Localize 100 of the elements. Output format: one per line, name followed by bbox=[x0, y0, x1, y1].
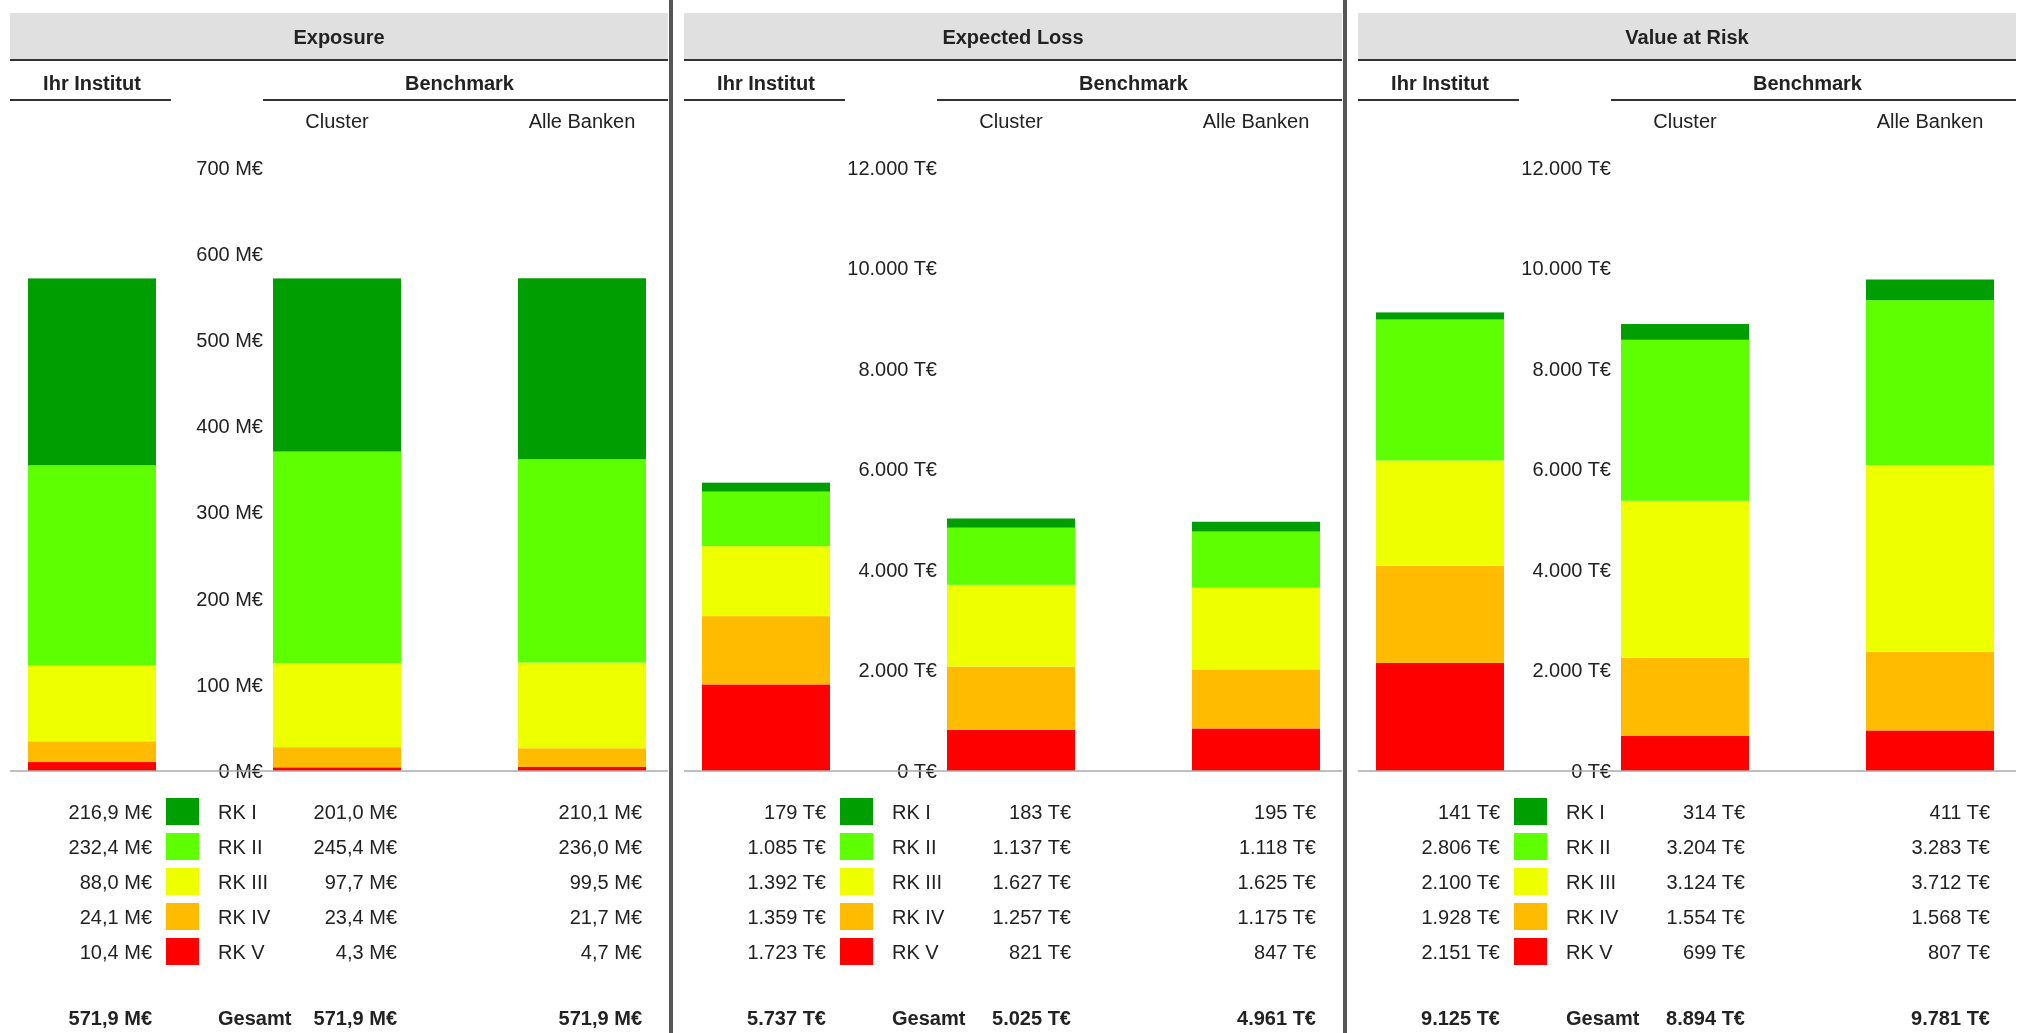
data-label: 807 T€ bbox=[1928, 941, 1990, 963]
bar bbox=[1192, 521, 1320, 532]
legend-label: RK III bbox=[892, 871, 943, 893]
text: Gesamt bbox=[218, 1007, 292, 1029]
legend-label: RK IV bbox=[218, 906, 271, 928]
data-label: 216,9 M€ bbox=[68, 801, 152, 823]
x-tick-label: Cluster bbox=[305, 110, 370, 132]
data-label: 24,1 M€ bbox=[79, 906, 152, 928]
data-label: 4,3 M€ bbox=[335, 941, 397, 963]
bar bbox=[273, 278, 401, 452]
bar bbox=[1621, 324, 1749, 340]
text: Gesamt bbox=[1566, 1007, 1640, 1029]
text: Benchmark bbox=[405, 72, 515, 94]
x-tick-label: Cluster bbox=[979, 110, 1044, 132]
y-tick-label: 700 M€ bbox=[196, 156, 263, 179]
text: 4.961 T€ bbox=[1237, 1007, 1316, 1029]
y-tick-label: 12.000 T€ bbox=[847, 156, 937, 179]
bar bbox=[28, 665, 156, 742]
text: 571,9 M€ bbox=[68, 1007, 152, 1029]
text: 5.737 T€ bbox=[747, 1007, 826, 1029]
legend-label: RK I bbox=[892, 801, 931, 823]
x-tick-label: Alle Banken bbox=[1202, 110, 1310, 132]
text: Ihr Institut bbox=[43, 72, 142, 94]
data-label: 1.928 T€ bbox=[1421, 906, 1500, 928]
y-tick-label: 300 M€ bbox=[196, 501, 263, 524]
text: Benchmark bbox=[1753, 72, 1863, 94]
y-tick-label: 2.000 T€ bbox=[1532, 659, 1611, 682]
data-label: 99,5 M€ bbox=[569, 871, 642, 893]
legend-label: RK I bbox=[1566, 801, 1605, 823]
x-tick-label: Alle Banken bbox=[1876, 110, 1984, 132]
data-label: 88,0 M€ bbox=[79, 871, 152, 893]
bar bbox=[28, 465, 156, 666]
legend-label: RK III bbox=[1566, 871, 1617, 893]
y-tick-label: 6.000 T€ bbox=[858, 458, 937, 481]
bar bbox=[1376, 460, 1504, 567]
chart-title: Expected Loss bbox=[942, 26, 1084, 48]
bar bbox=[1376, 566, 1504, 663]
data-label: 4,7 M€ bbox=[580, 941, 642, 963]
data-label: 1.568 T€ bbox=[1911, 906, 1990, 928]
data-label: 245,4 M€ bbox=[313, 836, 397, 858]
legend-label: RK IV bbox=[1566, 906, 1619, 928]
y-tick-label: 500 M€ bbox=[196, 329, 263, 352]
bar bbox=[1621, 500, 1749, 658]
text: 9.125 T€ bbox=[1421, 1007, 1500, 1029]
legend-label: RK II bbox=[892, 836, 937, 858]
bar bbox=[702, 491, 830, 547]
legend-label: RK III bbox=[218, 871, 269, 893]
chart-title: Exposure bbox=[293, 26, 385, 48]
bar bbox=[28, 741, 156, 763]
bar bbox=[518, 662, 646, 749]
bar bbox=[1621, 735, 1749, 771]
bar bbox=[1621, 657, 1749, 736]
text: 9.781 T€ bbox=[1911, 1007, 1990, 1029]
bar bbox=[273, 451, 401, 663]
y-tick-label: 200 M€ bbox=[196, 587, 263, 610]
y-tick-label: 400 M€ bbox=[196, 415, 263, 438]
y-tick-label: 2.000 T€ bbox=[858, 659, 937, 682]
text: 571,9 M€ bbox=[558, 1007, 642, 1029]
bar bbox=[1866, 300, 1994, 466]
bar bbox=[1376, 312, 1504, 320]
data-label: 210,1 M€ bbox=[558, 801, 642, 823]
bar bbox=[518, 748, 646, 767]
data-label: 21,7 M€ bbox=[569, 906, 642, 928]
data-label: 821 T€ bbox=[1009, 941, 1071, 963]
legend-label: RK V bbox=[1566, 941, 1614, 963]
y-tick-label: 8.000 T€ bbox=[858, 357, 937, 380]
bar bbox=[702, 482, 830, 492]
bar bbox=[1866, 465, 1994, 652]
data-label: 1.554 T€ bbox=[1666, 906, 1745, 928]
data-label: 1.625 T€ bbox=[1237, 871, 1316, 893]
legend-label: RK V bbox=[892, 941, 940, 963]
data-label: 1.392 T€ bbox=[747, 871, 826, 893]
y-tick-label: 0 T€ bbox=[1571, 759, 1611, 782]
data-label: 201,0 M€ bbox=[313, 801, 397, 823]
bar bbox=[273, 747, 401, 768]
bar bbox=[947, 729, 1075, 771]
legend-label: RK V bbox=[218, 941, 266, 963]
bar bbox=[702, 546, 830, 617]
y-tick-label: 0 M€ bbox=[218, 759, 263, 782]
data-label: 2.100 T€ bbox=[1421, 871, 1500, 893]
data-label: 179 T€ bbox=[764, 801, 826, 823]
bar bbox=[702, 684, 830, 771]
y-tick-label: 10.000 T€ bbox=[1521, 257, 1611, 280]
bar bbox=[1866, 651, 1994, 731]
text: Gesamt bbox=[892, 1007, 966, 1029]
data-label: 1.723 T€ bbox=[747, 941, 826, 963]
text: Ihr Institut bbox=[717, 72, 816, 94]
text: 5.025 T€ bbox=[992, 1007, 1071, 1029]
data-label: 1.359 T€ bbox=[747, 906, 826, 928]
data-label: 847 T€ bbox=[1254, 941, 1316, 963]
x-tick-label: Cluster bbox=[1653, 110, 1718, 132]
data-label: 2.806 T€ bbox=[1421, 836, 1500, 858]
x-tick-label: Alle Banken bbox=[528, 110, 636, 132]
y-tick-label: 10.000 T€ bbox=[847, 257, 937, 280]
data-label: 23,4 M€ bbox=[324, 906, 397, 928]
data-label: 3.283 T€ bbox=[1911, 836, 1990, 858]
y-tick-label: 600 M€ bbox=[196, 243, 263, 266]
bar bbox=[947, 584, 1075, 667]
y-tick-label: 4.000 T€ bbox=[858, 558, 937, 581]
legend-label: RK IV bbox=[892, 906, 945, 928]
